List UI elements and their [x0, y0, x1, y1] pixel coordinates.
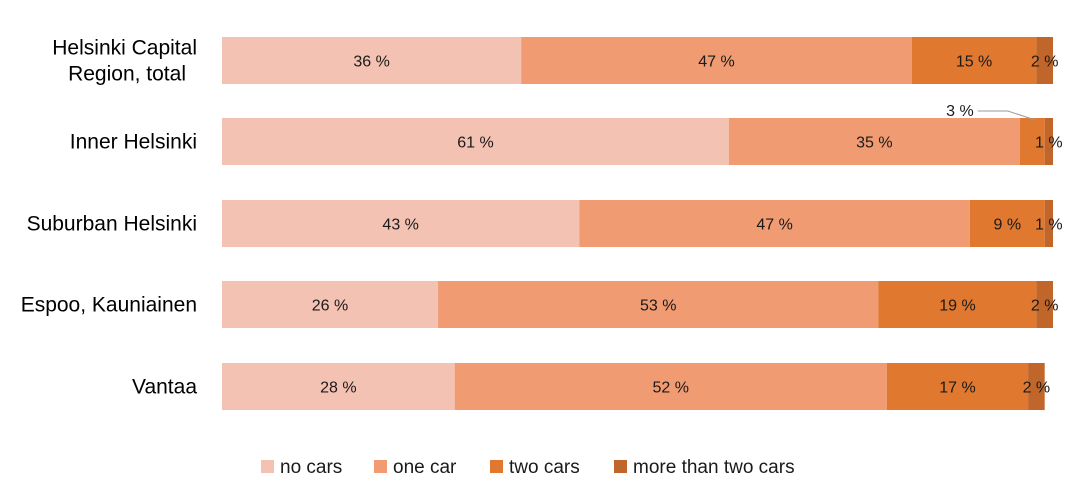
- category-label-helsinki-capital-region-total: Helsinki Capital Region, total: [52, 37, 197, 86]
- value-labels: 36 % 47 % 15 % 2 % 61 % 35 % 3 % 1 % 43 % 47 % 9 %…: [312, 54, 1063, 397]
- bar-two-cars-inner-helsinki: [1019, 118, 1045, 165]
- bar-more-than-two-cars-helsinki-capital-region-total: [1036, 37, 1053, 84]
- bar-more-than-two-cars-espoo-kauniainen: [1036, 281, 1053, 328]
- legend-item-no-cars: no cars: [261, 457, 342, 478]
- legend-swatch-one-car: [374, 460, 387, 473]
- bar-two-cars-espoo-kauniainen: [878, 281, 1037, 328]
- bars-layer: [222, 37, 1053, 410]
- value-label-no-cars-inner-helsinki: 61 %: [457, 135, 493, 152]
- value-label-no-cars-espoo-kauniainen: 26 %: [312, 298, 348, 315]
- bar-one-car-suburban-helsinki: [579, 200, 970, 247]
- bar-more-than-two-cars-suburban-helsinki: [1044, 200, 1053, 247]
- value-label-one-car-inner-helsinki: 35 %: [856, 135, 892, 152]
- value-label-two-cars-helsinki-capital-region-total: 15 %: [956, 54, 992, 71]
- category-label-espoo-kauniainen: Espoo, Kauniainen: [21, 294, 197, 317]
- value-label-more-than-two-cars-inner-helsinki: 1 %: [1035, 135, 1063, 152]
- value-label-no-cars-suburban-helsinki: 43 %: [382, 217, 418, 234]
- value-label-no-cars-helsinki-capital-region-total: 36 %: [353, 54, 389, 71]
- value-label-one-car-helsinki-capital-region-total: 47 %: [698, 54, 734, 71]
- legend-label-more-than-two-cars: more than two cars: [633, 457, 795, 478]
- legend-swatch-no-cars: [261, 460, 274, 473]
- category-label-vantaa: Vantaa: [132, 376, 197, 399]
- value-label-more-than-two-cars-helsinki-capital-region-total: 2 %: [1031, 54, 1059, 71]
- bar-one-car-vantaa: [454, 363, 887, 410]
- bar-one-car-helsinki-capital-region-total: [521, 37, 912, 84]
- value-label-more-than-two-cars-vantaa: 2 %: [1023, 380, 1051, 397]
- legend-item-more-than-two-cars: more than two cars: [614, 457, 795, 478]
- value-label-two-cars-vantaa: 17 %: [939, 380, 975, 397]
- bar-one-car-inner-helsinki: [728, 118, 1020, 165]
- value-label-one-car-suburban-helsinki: 47 %: [756, 217, 792, 234]
- value-label-more-than-two-cars-espoo-kauniainen: 2 %: [1031, 298, 1059, 315]
- bar-no-cars-helsinki-capital-region-total: [222, 37, 522, 84]
- legend: no cars one car two cars more than two cars: [261, 457, 795, 478]
- bar-no-cars-inner-helsinki: [222, 118, 729, 165]
- bar-two-cars-helsinki-capital-region-total: [911, 37, 1037, 84]
- legend-item-one-car: one car: [374, 457, 457, 478]
- category-label-inner-helsinki: Inner Helsinki: [70, 131, 197, 154]
- callout-line-two-cars-inner-helsinki: [977, 110, 1036, 121]
- legend-swatch-two-cars: [490, 460, 503, 473]
- bar-no-cars-espoo-kauniainen: [222, 281, 439, 328]
- value-label-two-cars-suburban-helsinki: 9 %: [994, 217, 1022, 234]
- value-label-two-cars-inner-helsinki: 3 %: [946, 103, 974, 120]
- bar-more-than-two-cars-vantaa: [1028, 363, 1045, 410]
- legend-item-two-cars: two cars: [490, 457, 580, 478]
- value-label-no-cars-vantaa: 28 %: [320, 380, 356, 397]
- value-label-more-than-two-cars-suburban-helsinki: 1 %: [1035, 217, 1063, 234]
- category-labels: Helsinki Capital Region, total Inner Helsi…: [21, 37, 198, 399]
- legend-label-no-cars: no cars: [280, 457, 342, 478]
- legend-label-one-car: one car: [393, 457, 457, 478]
- value-label-one-car-vantaa: 52 %: [653, 380, 689, 397]
- legend-swatch-more-than-two-cars: [614, 460, 627, 473]
- bar-more-than-two-cars-inner-helsinki: [1044, 118, 1053, 165]
- value-label-one-car-espoo-kauniainen: 53 %: [640, 298, 676, 315]
- value-label-two-cars-espoo-kauniainen: 19 %: [939, 298, 975, 315]
- legend-label-two-cars: two cars: [509, 457, 580, 478]
- bar-one-car-espoo-kauniainen: [438, 281, 879, 328]
- bar-two-cars-vantaa: [886, 363, 1029, 410]
- category-label-suburban-helsinki: Suburban Helsinki: [27, 213, 197, 236]
- bar-no-cars-suburban-helsinki: [222, 200, 580, 247]
- bar-two-cars-suburban-helsinki: [969, 200, 1045, 247]
- bar-no-cars-vantaa: [222, 363, 455, 410]
